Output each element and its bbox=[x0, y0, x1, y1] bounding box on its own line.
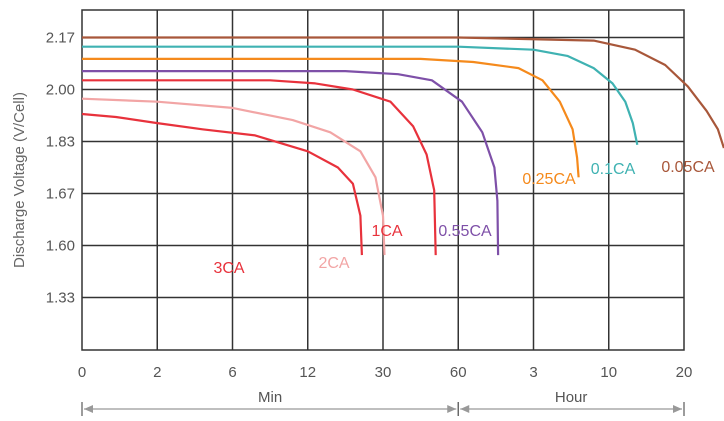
y-axis-label: Discharge Voltage (V/Cell) bbox=[11, 92, 28, 268]
series-label: 0.1CA bbox=[591, 161, 636, 178]
x-tick-label: 12 bbox=[299, 364, 316, 381]
series-line bbox=[81, 112, 363, 256]
y-tick-labels: 2.17 2.00 1.83 1.67 1.60 1.33 bbox=[46, 30, 75, 307]
series-line bbox=[82, 36, 724, 149]
series-lines bbox=[81, 36, 724, 256]
bracket-arrow bbox=[673, 405, 682, 413]
x-tick-label: 0 bbox=[78, 364, 86, 381]
series-line bbox=[81, 97, 386, 256]
x-tick-label: 60 bbox=[450, 364, 467, 381]
y-tick-label: 1.33 bbox=[46, 290, 75, 307]
series-label: 2CA bbox=[318, 255, 349, 272]
series-label: 1CA bbox=[371, 223, 402, 240]
x-tick-labels: 0 2 6 12 30 60 3 10 20 bbox=[78, 364, 693, 381]
x-tick-label: 30 bbox=[375, 364, 392, 381]
y-tick-label: 1.60 bbox=[46, 238, 75, 255]
x-group-label: Min bbox=[258, 389, 282, 406]
bracket-arrow bbox=[447, 405, 457, 413]
y-tick-label: 1.83 bbox=[46, 134, 75, 151]
series-line bbox=[82, 79, 437, 256]
series-line bbox=[82, 70, 500, 256]
series-label: 3CA bbox=[213, 260, 244, 277]
bracket-arrow bbox=[460, 405, 470, 413]
x-tick-label: 2 bbox=[153, 364, 161, 381]
x-tick-label: 3 bbox=[529, 364, 537, 381]
x-group-label: Hour bbox=[555, 389, 588, 406]
series-label: 0.05CA bbox=[661, 159, 715, 176]
series-line bbox=[82, 45, 639, 146]
x-tick-label: 6 bbox=[228, 364, 236, 381]
y-tick-label: 1.67 bbox=[46, 186, 75, 203]
series-label: 0.55CA bbox=[438, 223, 492, 240]
x-group-brackets: Min Hour bbox=[81, 389, 685, 416]
bracket-arrow bbox=[84, 405, 93, 413]
series-label: 0.25CA bbox=[522, 171, 576, 188]
x-tick-label: 10 bbox=[600, 364, 617, 381]
grid bbox=[81, 9, 685, 351]
series-labels: 3CA 2CA 1CA 0.55CA 0.25CA 0.1CA 0.05CA bbox=[213, 159, 715, 277]
series-line bbox=[82, 57, 580, 178]
x-tick-label: 20 bbox=[676, 364, 693, 381]
y-tick-label: 2.17 bbox=[46, 30, 75, 47]
y-tick-label: 2.00 bbox=[46, 82, 75, 99]
